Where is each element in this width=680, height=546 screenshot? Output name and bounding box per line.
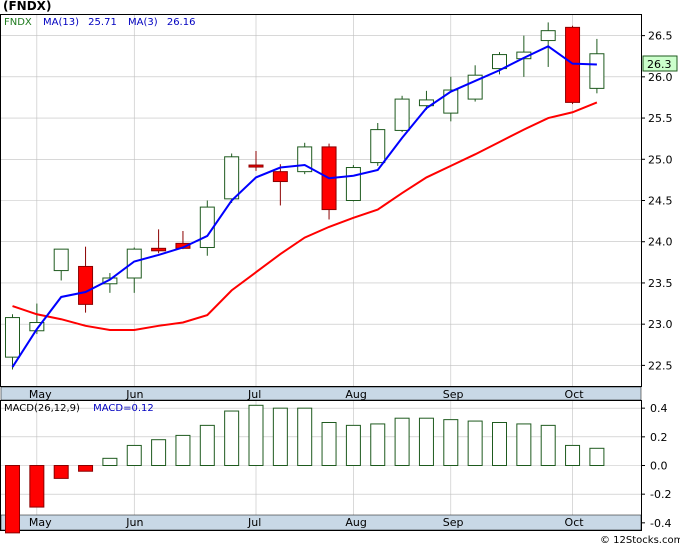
legend-ma3-label: MA(3)	[128, 17, 158, 28]
macd-bar	[370, 423, 386, 466]
macd-bar	[272, 407, 288, 466]
price-month-label: Jul	[247, 388, 261, 401]
macd-ytick-label: 0.0	[650, 460, 668, 473]
candle-body	[248, 164, 264, 168]
macd-bar	[345, 424, 361, 467]
price-month-label: Aug	[345, 388, 366, 401]
macd-bar	[467, 420, 483, 467]
price-ytick-label: 25.0	[648, 153, 673, 166]
last-price-badge	[642, 55, 678, 72]
legend-ma3-value: 26.16	[167, 17, 196, 28]
price-ytick-label: 23.5	[648, 277, 673, 290]
last-price-label: 26.3	[647, 58, 672, 71]
price-ytick-label: 26.0	[648, 71, 673, 84]
macd-bar	[443, 419, 459, 466]
macd-bar	[248, 404, 264, 466]
legend-ma13-value: 25.71	[88, 17, 117, 28]
candle-body	[272, 171, 288, 183]
macd-bar	[297, 407, 313, 466]
candle-body	[53, 248, 69, 272]
macd-legend-value: MACD=0.12	[93, 403, 154, 414]
macd-month-label: Jul	[247, 516, 261, 529]
price-month-label: Oct	[565, 388, 585, 401]
candle-body	[78, 265, 94, 305]
macd-bar	[5, 465, 20, 534]
candle-body	[467, 74, 483, 100]
watermark: © 12Stocks.com	[600, 535, 680, 546]
candle-body	[151, 247, 167, 252]
macd-bar	[53, 465, 69, 479]
candle-body	[565, 26, 581, 103]
macd-bar	[175, 434, 191, 466]
candle-body	[443, 89, 459, 114]
candle-body	[102, 277, 118, 285]
macd-bar	[29, 465, 45, 508]
price-ytick-label: 23.0	[648, 318, 673, 331]
macd-date-axis	[0, 514, 642, 531]
ma13-line	[11, 45, 597, 368]
macd-ytick-label: -0.2	[650, 488, 671, 501]
candle-body	[345, 167, 361, 201]
legend-ticker: FNDX	[4, 17, 32, 28]
price-ytick-label: 26.5	[648, 30, 673, 43]
macd-ytick-label: 0.4	[650, 402, 668, 415]
macd-month-label: Oct	[565, 516, 585, 529]
price-legend: FNDX MA(13) 25.71 MA(3) 26.16	[4, 17, 195, 28]
candle-body	[5, 317, 20, 358]
macd-ytick-label: -0.4	[650, 517, 671, 530]
price-ytick-label: 22.5	[648, 359, 673, 372]
macd-bar	[126, 444, 142, 466]
macd-bar	[589, 447, 605, 466]
price-month-label: Sep	[443, 388, 464, 401]
candle-body	[126, 248, 142, 279]
candle-body	[492, 54, 507, 70]
price-month-label: May	[29, 388, 52, 401]
macd-month-label: Aug	[345, 516, 366, 529]
macd-bar	[102, 457, 118, 467]
macd-legend: MACD(26,12,9) MACD=0.12	[4, 403, 154, 414]
macd-month-label: Sep	[443, 516, 464, 529]
candle-body	[589, 53, 605, 89]
macd-bar	[418, 417, 434, 467]
candle-body	[370, 129, 386, 164]
macd-bar	[151, 439, 167, 467]
macd-month-label: May	[29, 516, 52, 529]
candle-body	[224, 156, 240, 200]
legend-ma13-label: MA(13)	[43, 17, 79, 28]
price-ytick-label: 25.5	[648, 112, 673, 125]
price-ytick-label: 24.5	[648, 195, 673, 208]
macd-bar	[394, 417, 410, 467]
macd-bar	[199, 424, 215, 467]
price-ytick-label: 24.0	[648, 236, 673, 249]
macd-bar	[78, 465, 94, 472]
macd-month-label: Jun	[125, 516, 143, 529]
macd-bar	[492, 422, 507, 466]
candle-body	[540, 30, 556, 42]
macd-bar	[516, 423, 532, 466]
ma3-line	[12, 101, 598, 331]
candle-body	[394, 98, 410, 131]
macd-bar	[321, 422, 337, 466]
macd-bar	[540, 424, 556, 467]
price-date-axis	[0, 386, 642, 401]
macd-bar	[565, 444, 581, 466]
macd-bar	[224, 410, 240, 466]
macd-ytick-label: 0.2	[650, 431, 668, 444]
chart-title: (FNDX)	[3, 0, 51, 13]
price-month-label: Jun	[125, 388, 143, 401]
macd-legend-label: MACD(26,12,9)	[4, 403, 80, 414]
